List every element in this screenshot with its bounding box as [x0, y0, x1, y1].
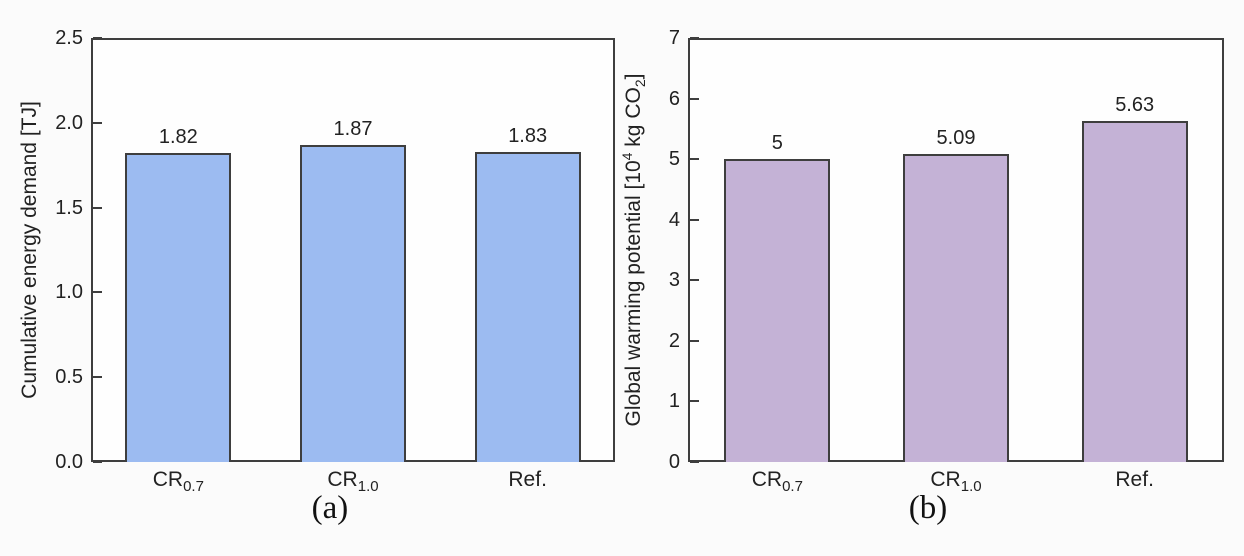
x-category-label: CR0.7	[152, 468, 204, 496]
y-tick-mark	[93, 291, 102, 294]
x-category-label: CR0.7	[751, 468, 803, 496]
y-tick-label: 1	[668, 390, 680, 413]
chart-caption-a: (a)	[311, 490, 349, 526]
y-tick-mark	[93, 376, 102, 379]
x-category-label: CR1.0	[930, 468, 982, 496]
x-category-label: Ref.	[1115, 468, 1154, 491]
y-tick-mark	[93, 206, 102, 209]
y-tick-mark	[93, 121, 102, 124]
bar-value-label: 5.09	[936, 126, 976, 149]
y-tick-label: 2.0	[55, 111, 83, 134]
y-tick-mark	[690, 279, 699, 282]
y-tick-mark	[690, 461, 699, 463]
bar-value-label: 5.63	[1115, 93, 1155, 116]
y-tick-mark	[690, 339, 699, 342]
bar-CR1.0	[300, 144, 406, 462]
y-tick-label: 0.0	[55, 451, 83, 473]
y-tick-mark	[690, 158, 699, 161]
bar-value-label: 1.83	[508, 124, 548, 147]
y-tick-label: 0	[668, 451, 680, 473]
bar-CR0.7	[125, 153, 232, 462]
y-tick-label: 7	[668, 27, 680, 49]
y-tick-mark	[93, 461, 102, 463]
y-tick-label: 4	[668, 208, 680, 231]
bar-CR1.0	[903, 153, 1009, 462]
y-axis-title: Cumulative energy demand [TJ]	[18, 101, 41, 399]
y-tick-mark	[690, 218, 699, 221]
y-tick-label: 6	[668, 87, 680, 110]
y-tick-mark	[93, 37, 102, 39]
y-tick-label: 1.5	[55, 196, 83, 219]
bar-value-label: 1.87	[333, 117, 373, 140]
bar-value-label: 5	[771, 132, 783, 155]
y-tick-mark	[690, 37, 699, 39]
bar-CR0.7	[724, 159, 831, 462]
y-tick-label: 5	[668, 148, 680, 171]
x-category-label: CR1.0	[327, 468, 379, 496]
y-tick-label: 0.5	[55, 366, 83, 389]
y-tick-label: 3	[668, 269, 680, 292]
bar-Ref.	[474, 151, 581, 462]
bar-Ref.	[1081, 120, 1188, 462]
y-tick-mark	[690, 97, 699, 100]
y-tick-label: 2	[668, 329, 680, 352]
y-axis-title: Global warming potential [104 kg CO2]	[619, 73, 649, 427]
y-tick-mark	[690, 400, 699, 403]
y-tick-label: 2.5	[55, 27, 83, 49]
x-category-label: Ref.	[508, 468, 547, 491]
y-tick-label: 1.0	[55, 281, 83, 304]
bar-value-label: 1.82	[158, 126, 198, 149]
chart-caption-b: (b)	[908, 490, 948, 526]
